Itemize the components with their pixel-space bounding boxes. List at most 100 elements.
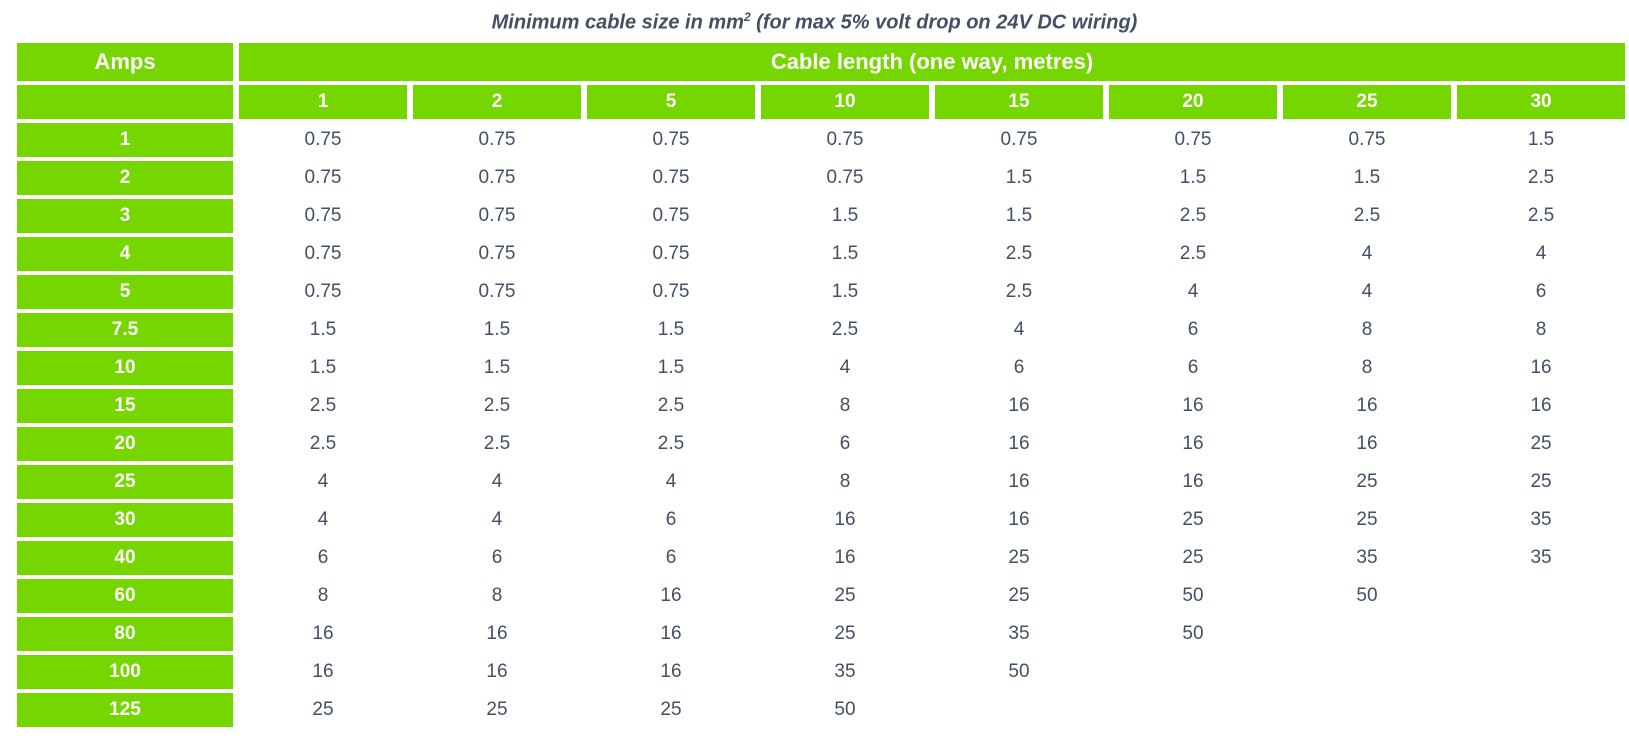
- cell-value: 50: [932, 653, 1106, 691]
- table-row: 304461616252535: [14, 501, 1628, 539]
- cell-value: [1454, 577, 1628, 615]
- header-row-1: Amps Cable length (one way, metres): [14, 41, 1628, 83]
- table-row: 7.51.51.51.52.54688: [14, 311, 1628, 349]
- table-row: 80161616253550: [14, 615, 1628, 653]
- cell-value: 4: [1454, 235, 1628, 273]
- cell-value: 16: [932, 425, 1106, 463]
- cell-value: 4: [1106, 273, 1280, 311]
- cell-value: 1.5: [584, 311, 758, 349]
- row-header-amps: 125: [14, 691, 236, 729]
- row-header-amps: 15: [14, 387, 236, 425]
- cell-value: [1454, 615, 1628, 653]
- row-header-amps: 3: [14, 197, 236, 235]
- cell-value: [1280, 691, 1454, 729]
- cell-value: 0.75: [236, 235, 410, 273]
- cell-value: 0.75: [584, 273, 758, 311]
- cell-value: 4: [758, 349, 932, 387]
- row-header-amps: 80: [14, 615, 236, 653]
- cell-value: 0.75: [932, 121, 1106, 159]
- row-header-amps: 25: [14, 463, 236, 501]
- cell-value: 16: [236, 615, 410, 653]
- cell-value: 2.5: [236, 387, 410, 425]
- cell-value: [932, 691, 1106, 729]
- caption-prefix: Minimum cable size in mm: [492, 12, 744, 34]
- cell-value: 25: [584, 691, 758, 729]
- cell-value: 4: [410, 501, 584, 539]
- cell-value: [1106, 653, 1280, 691]
- cell-value: 8: [758, 463, 932, 501]
- row-header-amps: 7.5: [14, 311, 236, 349]
- cell-value: 0.75: [584, 159, 758, 197]
- cell-value: 16: [1106, 425, 1280, 463]
- cell-value: 25: [1454, 463, 1628, 501]
- cell-value: 4: [410, 463, 584, 501]
- table-row: 30.750.750.751.51.52.52.52.5: [14, 197, 1628, 235]
- cell-value: 6: [584, 539, 758, 577]
- cell-value: 1.5: [932, 159, 1106, 197]
- col-header: 10: [758, 83, 932, 121]
- cell-value: 1.5: [1454, 121, 1628, 159]
- cell-value: [1454, 653, 1628, 691]
- cell-value: 0.75: [410, 235, 584, 273]
- cell-value: 25: [758, 615, 932, 653]
- cell-value: 16: [1454, 387, 1628, 425]
- cell-value: 6: [1106, 349, 1280, 387]
- cell-value: 1.5: [410, 311, 584, 349]
- cell-value: 4: [584, 463, 758, 501]
- cell-value: 2.5: [584, 425, 758, 463]
- cell-value: 16: [758, 501, 932, 539]
- cell-value: 35: [758, 653, 932, 691]
- cell-value: 2.5: [236, 425, 410, 463]
- cell-value: 2.5: [1106, 235, 1280, 273]
- cell-value: [1280, 653, 1454, 691]
- cell-value: 16: [1280, 387, 1454, 425]
- cell-value: 0.75: [758, 121, 932, 159]
- col-header: 2: [410, 83, 584, 121]
- cell-value: 6: [1106, 311, 1280, 349]
- cell-value: 1.5: [236, 349, 410, 387]
- cell-value: 35: [1280, 539, 1454, 577]
- cell-value: 16: [410, 653, 584, 691]
- cell-value: 8: [1454, 311, 1628, 349]
- cell-value: 25: [236, 691, 410, 729]
- cell-value: 50: [1106, 615, 1280, 653]
- cell-value: 50: [1106, 577, 1280, 615]
- cell-value: 6: [410, 539, 584, 577]
- cell-value: 1.5: [758, 273, 932, 311]
- col-header: 5: [584, 83, 758, 121]
- cell-value: 16: [1280, 425, 1454, 463]
- cell-value: 16: [1106, 463, 1280, 501]
- cell-value: 0.75: [1106, 121, 1280, 159]
- header-amps: Amps: [14, 41, 236, 83]
- cell-value: 16: [932, 501, 1106, 539]
- cell-value: 25: [410, 691, 584, 729]
- cell-value: 1.5: [410, 349, 584, 387]
- cell-value: 1.5: [1280, 159, 1454, 197]
- cell-value: 0.75: [410, 197, 584, 235]
- cell-value: 2.5: [410, 425, 584, 463]
- cell-value: 6: [932, 349, 1106, 387]
- cell-value: 25: [1280, 501, 1454, 539]
- cell-value: 25: [758, 577, 932, 615]
- cell-value: 2.5: [932, 235, 1106, 273]
- cell-value: 2.5: [1280, 197, 1454, 235]
- cell-value: 50: [1280, 577, 1454, 615]
- cell-value: 16: [584, 577, 758, 615]
- table-row: 152.52.52.5816161616: [14, 387, 1628, 425]
- cell-value: 6: [1454, 273, 1628, 311]
- cell-value: 0.75: [236, 273, 410, 311]
- header-cable-length: Cable length (one way, metres): [236, 41, 1628, 83]
- row-header-amps: 4: [14, 235, 236, 273]
- table-row: 1001616163550: [14, 653, 1628, 691]
- cell-value: 2.5: [584, 387, 758, 425]
- col-header: 30: [1454, 83, 1628, 121]
- cell-value: 6: [584, 501, 758, 539]
- cell-value: 1.5: [758, 197, 932, 235]
- cell-value: 1.5: [932, 197, 1106, 235]
- cell-value: 0.75: [584, 235, 758, 273]
- cell-value: [1280, 615, 1454, 653]
- table-row: 20.750.750.750.751.51.51.52.5: [14, 159, 1628, 197]
- table-row: 50.750.750.751.52.5446: [14, 273, 1628, 311]
- cell-value: 4: [1280, 273, 1454, 311]
- cell-value: 0.75: [410, 121, 584, 159]
